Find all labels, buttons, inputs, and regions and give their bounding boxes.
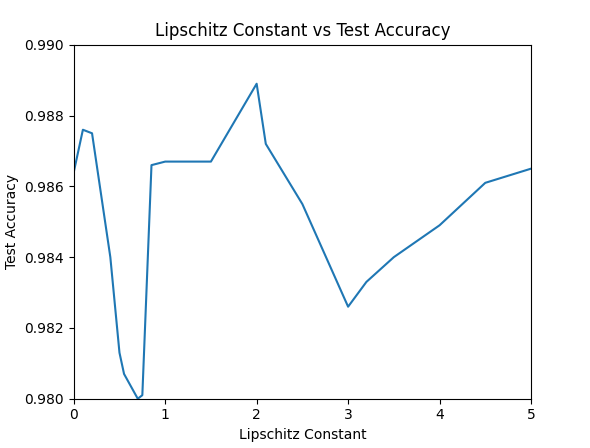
Y-axis label: Test Accuracy: Test Accuracy xyxy=(5,174,19,269)
Title: Lipschitz Constant vs Test Accuracy: Lipschitz Constant vs Test Accuracy xyxy=(155,22,450,40)
X-axis label: Lipschitz Constant: Lipschitz Constant xyxy=(238,428,366,442)
